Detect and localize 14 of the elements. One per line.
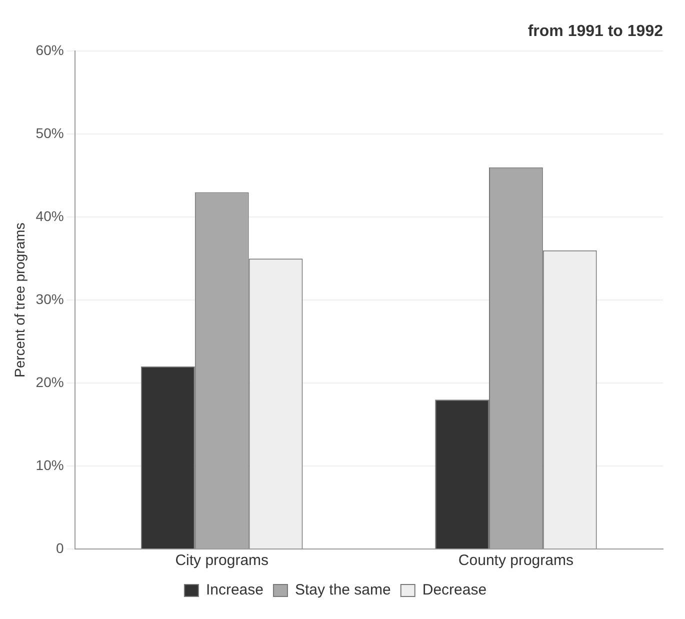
x-tick-label: County programs: [458, 552, 574, 570]
legend-label: Stay the same: [294, 582, 391, 599]
y-tick-label: 0: [56, 540, 64, 556]
y-tick-label: 40%: [36, 208, 64, 224]
y-tick-label: 30%: [36, 290, 64, 307]
y-tick-label: 50%: [36, 125, 64, 142]
x-tick-label: City programs: [175, 552, 269, 570]
y-tick-label: 10%: [36, 456, 64, 473]
chart-title: from 1991 to 1992: [528, 23, 664, 40]
legend-label: Decrease: [422, 582, 487, 599]
y-tick-label: 20%: [36, 374, 64, 390]
legend-label: Increase: [206, 582, 264, 599]
y-axis-title: Percent of tree programs: [11, 222, 28, 378]
y-tick-label: 60%: [36, 42, 64, 58]
